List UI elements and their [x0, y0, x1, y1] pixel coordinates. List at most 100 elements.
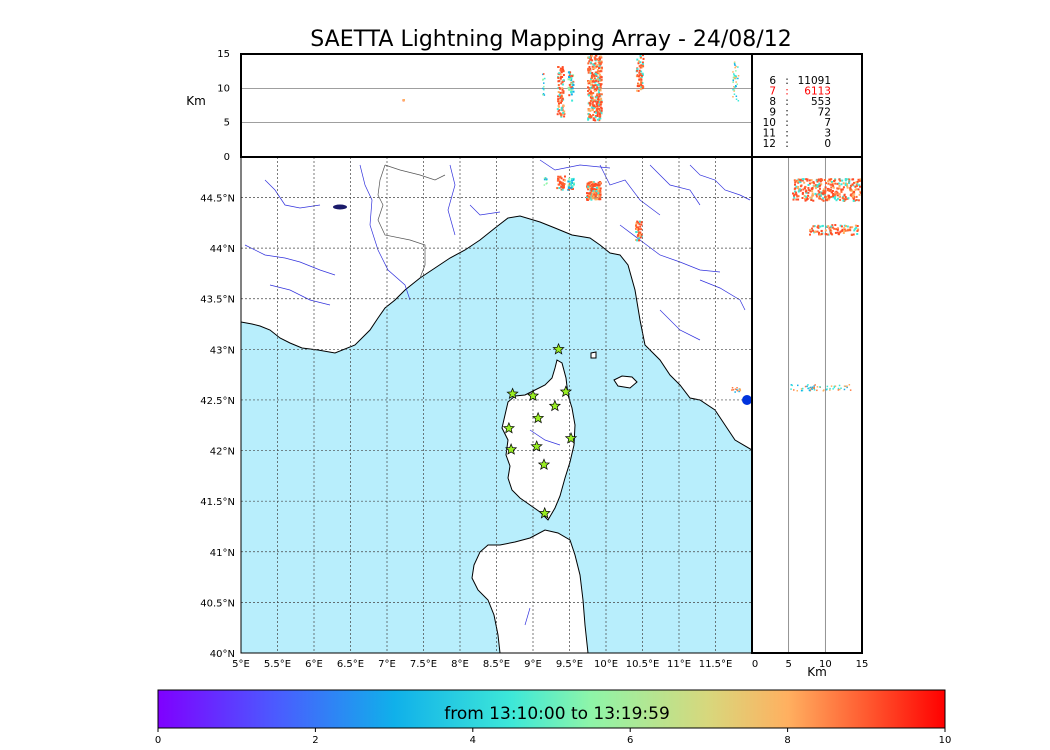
lightning-source [595, 71, 598, 74]
lightning-source [572, 90, 575, 93]
lightning-source [812, 199, 815, 202]
lightning-source [595, 96, 598, 99]
lightning-source [733, 89, 736, 91]
lightning-source [591, 181, 594, 184]
lightning-source [569, 183, 572, 186]
lightning-source [831, 182, 834, 185]
lightning-source [637, 89, 640, 92]
lightning-source [818, 179, 821, 182]
lightning-source [594, 58, 597, 61]
lightning-source [591, 59, 594, 62]
lightning-source [737, 77, 739, 80]
lightning-source [834, 182, 837, 185]
lightning-source [843, 388, 846, 391]
lightning-source [641, 64, 644, 67]
lightning-source [567, 184, 570, 187]
lightning-source [821, 198, 824, 201]
lightning-source [589, 100, 592, 102]
lightning-source [599, 86, 602, 89]
lightning-source [589, 72, 592, 75]
top-alt-tick-label: 0 [224, 152, 230, 163]
lightning-source [817, 189, 820, 192]
lightning-source [638, 239, 641, 242]
lightning-source [568, 88, 571, 91]
lightning-source [816, 386, 819, 388]
colorbar: from 13:10:00 to 13:19:59 0 2 4 6 8 10 [155, 689, 951, 746]
lightning-source [636, 235, 639, 238]
lon-tick-label: 11.5°E [699, 659, 733, 670]
lightning-source [592, 189, 595, 192]
lightning-source [599, 106, 602, 109]
lightning-source [806, 385, 808, 388]
top-alt-tick-label: 5 [224, 118, 230, 129]
lightning-source [597, 103, 600, 106]
lightning-source [561, 81, 564, 84]
lightning-source [542, 79, 544, 81]
lightning-source [840, 225, 843, 228]
lightning-source [640, 221, 643, 224]
lightning-source [836, 228, 839, 231]
lightning-source [570, 83, 572, 85]
lightning-source [815, 179, 818, 182]
lightning-source [640, 70, 643, 73]
lightning-source [599, 187, 602, 190]
lightning-source [597, 181, 600, 184]
lightning-source [557, 91, 560, 93]
lightning-source [852, 199, 855, 202]
lightning-source [560, 177, 563, 180]
lightning-source [839, 224, 842, 227]
lightning-source [592, 67, 595, 70]
lightning-source [571, 87, 574, 90]
lightning-source [790, 384, 793, 386]
lightning-source [735, 65, 737, 68]
lightning-source [851, 189, 853, 192]
lightning-source [590, 189, 593, 192]
lightning-source [588, 60, 591, 63]
lightning-source [567, 71, 570, 74]
lightning-source [819, 233, 822, 236]
lightning-source [593, 105, 596, 108]
lon-tick-label: 11°E [667, 659, 691, 670]
lightning-source [640, 74, 643, 77]
lightning-source [586, 198, 589, 201]
lightning-source [598, 100, 601, 103]
lightning-source [598, 91, 600, 94]
colorbar-tick-label: 0 [155, 735, 161, 746]
lightning-source [831, 181, 833, 183]
lightning-source [597, 71, 600, 74]
stats-count: 11091 [798, 75, 831, 87]
lightning-source [826, 233, 829, 236]
station-star [526, 389, 540, 402]
lightning-source [858, 180, 861, 182]
lightning-source [797, 198, 800, 201]
lightning-source [811, 190, 814, 193]
lightning-source [843, 227, 846, 230]
lightning-source [807, 191, 810, 194]
lightning-source [733, 93, 736, 95]
lightning-source [733, 74, 736, 76]
lightning-source [572, 182, 575, 185]
lightning-source [639, 225, 642, 228]
lightning-source [857, 188, 860, 191]
lightning-source [597, 189, 600, 192]
lightning-source [804, 195, 807, 198]
lightning-source [822, 188, 825, 191]
lightning-source [600, 83, 603, 86]
lightning-source [846, 186, 849, 189]
lightning-source [732, 79, 734, 82]
lightning-source [838, 384, 841, 387]
lightning-source [856, 230, 859, 232]
lightning-source [823, 389, 825, 391]
lightning-source [599, 75, 602, 78]
lightning-source [858, 193, 861, 196]
lightning-source [814, 187, 817, 190]
lightning-source [831, 226, 834, 229]
lightning-source [568, 187, 571, 190]
lightning-source [850, 234, 853, 236]
lightning-source [838, 184, 841, 187]
lightning-source [828, 178, 831, 181]
lightning-source [809, 386, 812, 389]
lightning-source [562, 90, 565, 93]
corsica-island [501, 359, 576, 521]
